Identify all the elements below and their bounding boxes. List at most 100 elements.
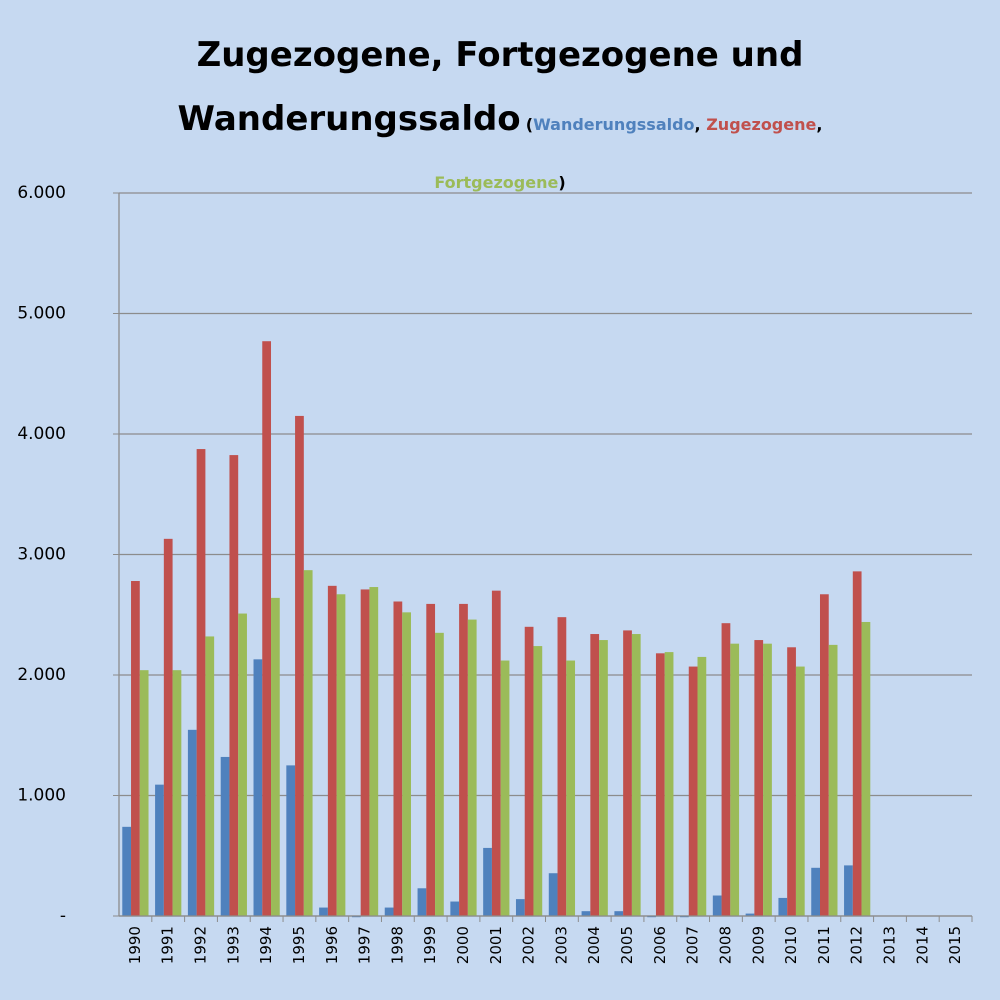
bar bbox=[515, 899, 525, 916]
bar bbox=[697, 656, 707, 916]
bar bbox=[778, 897, 788, 916]
bar bbox=[688, 666, 698, 916]
bar bbox=[524, 626, 534, 916]
x-tick-label: 2000 bbox=[454, 926, 472, 964]
bar bbox=[631, 634, 641, 916]
x-tick-label: 2005 bbox=[618, 926, 636, 964]
bar bbox=[122, 826, 132, 916]
x-tick-label: 2007 bbox=[684, 926, 702, 964]
y-tick-label: 4.000 bbox=[17, 424, 66, 444]
y-tick-label: 2.000 bbox=[17, 665, 66, 685]
bar bbox=[721, 623, 731, 916]
y-tick-label: - bbox=[60, 906, 66, 926]
bar bbox=[402, 612, 411, 916]
x-tick-label: 2015 bbox=[946, 926, 964, 964]
bar bbox=[262, 341, 272, 917]
bar bbox=[271, 597, 280, 916]
bar bbox=[172, 670, 182, 916]
x-tick-label: 2012 bbox=[848, 926, 866, 964]
x-tick-label: 2011 bbox=[815, 926, 833, 964]
bar bbox=[196, 449, 206, 916]
x-tick-label: 1995 bbox=[290, 926, 308, 964]
x-tick-label: 2004 bbox=[585, 926, 603, 964]
x-tick-label: 2002 bbox=[520, 926, 538, 964]
bar bbox=[655, 653, 665, 916]
bar bbox=[369, 587, 379, 916]
x-tick-label: 2008 bbox=[716, 926, 734, 964]
bar bbox=[787, 647, 796, 916]
bar bbox=[238, 613, 247, 916]
y-tick-label: 3.000 bbox=[17, 545, 66, 565]
bar bbox=[557, 617, 567, 916]
bar bbox=[426, 603, 436, 916]
bar bbox=[852, 571, 862, 916]
x-tick-label: 2013 bbox=[880, 926, 898, 964]
x-tick-label: 1992 bbox=[192, 926, 210, 964]
bar bbox=[163, 538, 173, 916]
x-tick-label: 1999 bbox=[421, 926, 439, 964]
bar bbox=[548, 873, 558, 916]
x-tick-label: 1993 bbox=[224, 926, 242, 964]
bar bbox=[623, 630, 632, 916]
bar bbox=[533, 646, 543, 916]
bar bbox=[712, 895, 722, 916]
x-tick-label: 1991 bbox=[159, 926, 177, 964]
bar bbox=[566, 660, 576, 916]
bar bbox=[590, 634, 600, 916]
bar bbox=[811, 867, 820, 916]
x-tick-label: 1994 bbox=[257, 926, 275, 964]
bar bbox=[286, 765, 296, 916]
bar bbox=[435, 632, 444, 916]
bar bbox=[295, 415, 304, 916]
y-tick-label: 6.000 bbox=[17, 183, 66, 203]
bar bbox=[205, 636, 215, 916]
chart-title: Zugezogene, Fortgezogene und Wanderungss… bbox=[177, 35, 804, 139]
bar bbox=[187, 729, 197, 916]
x-tick-label: 1997 bbox=[356, 926, 374, 964]
bar bbox=[844, 865, 853, 916]
x-tick-label: 2014 bbox=[913, 926, 931, 964]
bar bbox=[819, 594, 829, 916]
bar bbox=[614, 911, 624, 916]
bar bbox=[828, 644, 838, 916]
bar bbox=[730, 643, 740, 916]
x-tick-label: 2006 bbox=[651, 926, 669, 964]
bar bbox=[319, 907, 328, 916]
bar bbox=[139, 670, 149, 916]
bar bbox=[599, 640, 608, 916]
y-tick-label: 1.000 bbox=[17, 786, 66, 806]
bar bbox=[384, 907, 394, 916]
bar bbox=[303, 570, 313, 916]
x-tick-label: 2003 bbox=[552, 926, 570, 964]
bar bbox=[336, 594, 346, 916]
x-tick-label: 1990 bbox=[126, 926, 144, 964]
bar bbox=[861, 621, 871, 916]
legend-entry: Wanderungssaldo bbox=[533, 115, 695, 134]
bar bbox=[459, 603, 468, 916]
bar bbox=[795, 666, 805, 916]
x-tick-label: 1996 bbox=[323, 926, 341, 964]
bar bbox=[229, 455, 239, 916]
bar bbox=[253, 659, 263, 916]
bar bbox=[155, 784, 164, 916]
bar bbox=[393, 601, 403, 916]
bar bbox=[327, 585, 337, 916]
bar bbox=[467, 619, 477, 916]
bar bbox=[450, 901, 460, 916]
legend-entry: Zugezogene bbox=[706, 115, 817, 134]
bar bbox=[664, 652, 674, 916]
bar bbox=[500, 660, 510, 916]
bar bbox=[754, 640, 764, 916]
header: Zugezogene, Fortgezogene und Wanderungss… bbox=[140, 26, 860, 212]
bar bbox=[417, 888, 427, 916]
bar bbox=[483, 847, 492, 916]
x-tick-label: 2001 bbox=[487, 926, 505, 964]
legend-entry: Fortgezogene bbox=[434, 173, 559, 192]
bar bbox=[131, 581, 140, 916]
bar bbox=[360, 589, 370, 916]
bar bbox=[491, 590, 501, 916]
bar bbox=[581, 911, 591, 916]
x-tick-label: 1998 bbox=[388, 926, 406, 964]
